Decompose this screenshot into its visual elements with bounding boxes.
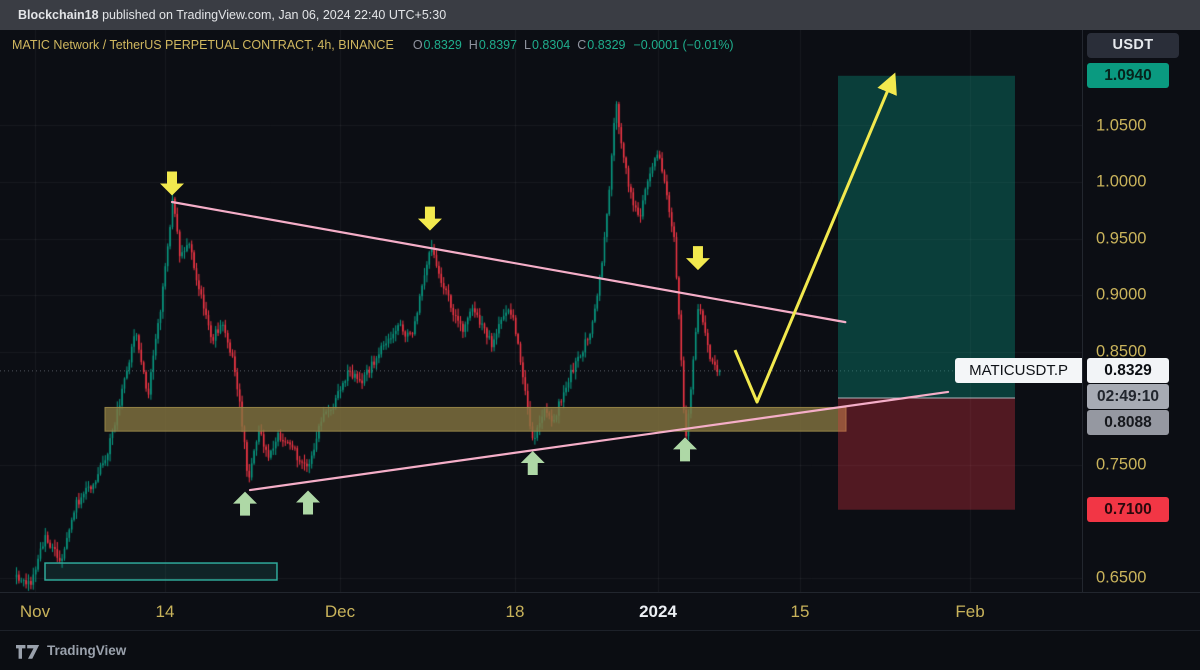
sell-signal-arrow-down-icon[interactable] (685, 246, 710, 271)
buy-signal-arrow-up-icon[interactable] (233, 491, 258, 516)
time-axis-label: 18 (505, 602, 525, 621)
drawings-overlay (0, 72, 1082, 581)
ohlc-low-label: L (524, 38, 531, 52)
chart-region: MATIC Network / TetherUS PERPETUAL CONTR… (0, 30, 1200, 592)
take-profit-price-badge: 1.0940 (1087, 62, 1169, 88)
long-position-stop-zone[interactable] (837, 398, 1015, 510)
buy-signal-arrow-up-icon[interactable] (296, 490, 321, 515)
entry-price-badge: 0.8088 (1087, 409, 1169, 435)
time-axis-label: 2024 (639, 602, 677, 621)
footer-bar: TradingView (0, 630, 1200, 670)
buy-signal-arrow-up-icon[interactable] (520, 450, 545, 475)
price-tick-label: 1.0500 (1096, 116, 1147, 134)
breakout-projection-arrow[interactable] (733, 72, 897, 404)
symbol-description: MATIC Network / TetherUS PERPETUAL CONTR… (12, 38, 394, 52)
candlestick-canvas[interactable] (0, 30, 1082, 592)
accumulation-range-box[interactable] (44, 562, 278, 581)
price-scale[interactable]: USDT 1.0940 0.8329 02:49:10 0.8088 0.710… (1082, 30, 1200, 592)
publisher-name: Blockchain18 (18, 8, 99, 22)
time-axis[interactable]: Nov 14 Dec 18 2024 15 Feb (0, 592, 1200, 630)
tradingview-logo-icon[interactable] (16, 643, 40, 659)
ohlc-open-value: 0.8329 (423, 38, 462, 52)
long-position-profit-zone[interactable] (837, 75, 1015, 399)
ohlc-close-value: 0.8329 (587, 38, 626, 52)
price-tick-label: 0.9000 (1096, 285, 1147, 304)
chart-legend[interactable]: MATIC Network / TetherUS PERPETUAL CONTR… (12, 38, 734, 52)
sell-signal-arrow-down-icon[interactable] (417, 206, 442, 231)
stop-loss-price-badge: 0.7100 (1087, 496, 1169, 522)
ohlc-high-value: 0.8397 (478, 38, 518, 52)
price-change-value: −0.0001 (−0.01%) (633, 38, 734, 52)
support-zone-band[interactable] (104, 406, 847, 432)
publish-info: published on TradingView.com, Jan 06, 20… (98, 8, 447, 22)
ohlc-close-label: C (577, 38, 587, 52)
price-tick-label: 0.6500 (1096, 568, 1147, 586)
price-tick-label: 1.0000 (1096, 172, 1147, 191)
price-tick-label: 0.9500 (1096, 229, 1147, 247)
price-tick-label: 0.8500 (1096, 342, 1147, 360)
time-axis-label: Dec (324, 602, 356, 621)
sell-signal-arrow-down-icon[interactable] (160, 171, 185, 196)
time-axis-label: Feb (955, 602, 985, 621)
time-axis-label: Nov (19, 602, 51, 621)
current-price-badge: 0.8329 (1087, 357, 1169, 383)
time-axis-label: 15 (790, 602, 810, 621)
publish-bar: Blockchain18 published on TradingView.co… (0, 0, 1200, 30)
descending-trendline[interactable] (170, 200, 847, 324)
symbol-price-tag[interactable]: MATICUSDT.P (955, 357, 1082, 383)
ohlc-high-label: H (468, 38, 478, 52)
buy-signal-arrow-up-icon[interactable] (673, 437, 698, 462)
price-tick-label: 0.7500 (1096, 455, 1147, 473)
ohlc-low-value: 0.8304 (532, 38, 571, 52)
bar-countdown-badge: 02:49:10 (1087, 383, 1169, 409)
ohlc-open-label: O (412, 38, 423, 52)
tradingview-brand[interactable]: TradingView (47, 643, 127, 658)
ascending-trendline[interactable] (248, 390, 950, 492)
time-axis-label: 14 (155, 602, 175, 621)
currency-toggle-button[interactable]: USDT (1087, 33, 1179, 58)
chart-plot-area[interactable]: MATIC Network / TetherUS PERPETUAL CONTR… (0, 30, 1082, 592)
